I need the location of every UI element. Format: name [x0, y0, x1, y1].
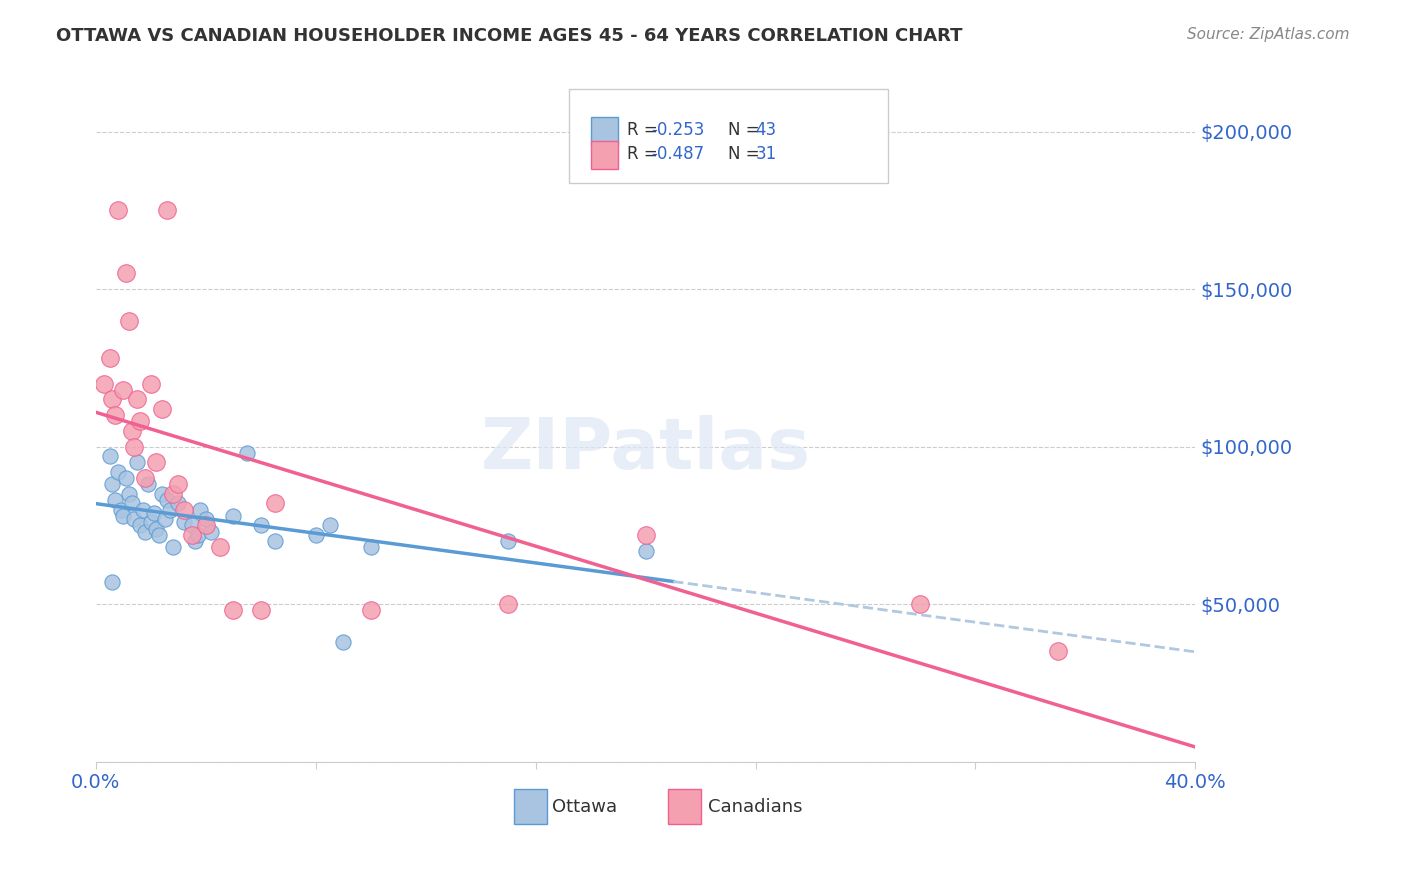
Point [121, 496, 143, 510]
Text: Canadians: Canadians [709, 797, 803, 815]
Text: N =: N = [728, 120, 765, 138]
Point [134, 524, 156, 539]
Text: Source: ZipAtlas.com: Source: ZipAtlas.com [1187, 27, 1350, 42]
Point [184, 534, 207, 549]
Point [208, 541, 231, 555]
Text: R =: R = [627, 120, 664, 138]
Point [194, 518, 217, 533]
Point [153, 512, 176, 526]
Point [167, 496, 190, 510]
Text: OTTAWA VS CANADIAN HOUSEHOLDER INCOME AGES 45 - 64 YEARS CORRELATION CHART: OTTAWA VS CANADIAN HOUSEHOLDER INCOME AG… [56, 27, 963, 45]
Point [634, 543, 657, 558]
Point [181, 518, 204, 533]
Text: Ottawa: Ottawa [553, 797, 617, 815]
Point [634, 528, 657, 542]
Point [360, 603, 382, 617]
Point [127, 392, 149, 407]
Point [118, 313, 141, 327]
Point [496, 597, 519, 611]
Text: N =: N = [728, 145, 765, 163]
Point [101, 392, 124, 407]
Point [159, 502, 181, 516]
Point [134, 471, 156, 485]
Point [360, 541, 382, 555]
Point [190, 502, 212, 516]
Point [167, 477, 190, 491]
Text: 43: 43 [755, 120, 776, 138]
Point [115, 471, 138, 485]
Point [98, 449, 121, 463]
Point [145, 522, 167, 536]
Point [236, 446, 259, 460]
Point [115, 266, 138, 280]
Point [173, 515, 195, 529]
Point [139, 376, 162, 391]
Point [124, 512, 146, 526]
Bar [513, 789, 547, 824]
FancyBboxPatch shape [568, 89, 887, 183]
Point [136, 477, 159, 491]
Point [93, 376, 115, 391]
Point [150, 401, 173, 416]
Point [112, 383, 135, 397]
Bar [591, 141, 619, 169]
Point [110, 502, 132, 516]
Point [107, 203, 129, 218]
Point [200, 524, 222, 539]
Text: -0.253: -0.253 [651, 120, 704, 138]
Point [107, 465, 129, 479]
Point [150, 487, 173, 501]
Point [332, 635, 354, 649]
Point [496, 534, 519, 549]
Point [263, 534, 285, 549]
Point [305, 528, 328, 542]
Point [1046, 644, 1069, 658]
Point [142, 506, 165, 520]
Point [112, 508, 135, 523]
Point [162, 541, 184, 555]
Point [139, 515, 162, 529]
Point [104, 408, 127, 422]
Point [129, 414, 152, 428]
Point [250, 518, 273, 533]
Point [263, 496, 285, 510]
Point [194, 512, 217, 526]
Point [187, 528, 209, 542]
Point [121, 424, 143, 438]
Point [124, 440, 146, 454]
Point [104, 493, 127, 508]
Point [222, 603, 245, 617]
Text: ZIPatlas: ZIPatlas [481, 416, 811, 484]
Point [148, 528, 170, 542]
Point [156, 203, 179, 218]
Text: R =: R = [627, 145, 664, 163]
Point [173, 502, 195, 516]
Point [129, 518, 152, 533]
Point [222, 508, 245, 523]
Point [127, 455, 149, 469]
Point [101, 575, 124, 590]
Bar [591, 117, 619, 145]
Point [318, 518, 340, 533]
Text: 31: 31 [755, 145, 778, 163]
Point [156, 493, 179, 508]
Point [910, 597, 932, 611]
Point [145, 455, 167, 469]
Point [131, 502, 153, 516]
Point [250, 603, 273, 617]
Point [118, 487, 141, 501]
Point [101, 477, 124, 491]
Bar [668, 789, 700, 824]
Point [181, 528, 204, 542]
Point [162, 487, 184, 501]
Point [98, 351, 121, 366]
Text: -0.487: -0.487 [651, 145, 704, 163]
